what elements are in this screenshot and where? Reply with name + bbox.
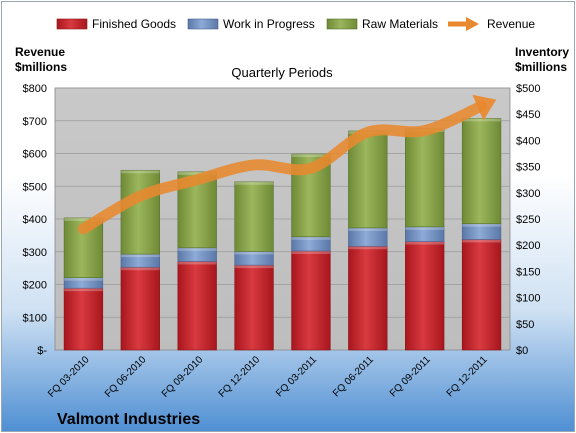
bar-cap — [405, 226, 445, 230]
bar-finished-goods — [120, 266, 160, 351]
bar-cap — [234, 251, 274, 255]
bar-raw-materials — [405, 128, 445, 228]
bar-cap — [64, 217, 103, 221]
bar-cap — [177, 247, 217, 251]
right-tick-label: $200 — [516, 240, 540, 252]
x-tick-label: FQ 06-2011 — [331, 354, 376, 399]
left-tick-label: $600 — [23, 149, 47, 161]
x-axis-ticks: FQ 03-2010 FQ 06-2010 FQ 09-2010 FQ 12-2010… — [46, 354, 490, 400]
right-tick-label: $250 — [516, 214, 540, 226]
revenue-line — [77, 100, 488, 235]
right-tick-label: $50 — [516, 319, 534, 331]
right-tick-label: $350 — [516, 162, 540, 174]
bar-cap — [462, 239, 501, 243]
bar-cap — [234, 265, 274, 269]
bar-cap — [291, 154, 331, 158]
right-axis-ticks: $0 $50 $100 $150 $200 $250 $300 $350 $400 $450 $50… — [516, 83, 540, 357]
bar-cap — [64, 288, 103, 292]
left-axis-ticks: $- $100 $200 $300 $400 $500 $600 $700 $800 — [23, 83, 48, 357]
right-tick-label: $150 — [516, 266, 540, 278]
bar-cap — [291, 250, 331, 254]
legend: Finished Goods Work in Progress Raw Mate… — [56, 17, 535, 31]
x-tick-label: FQ 12-2010 — [217, 354, 263, 400]
x-tick-label: FQ 03-2011 — [274, 354, 319, 399]
legend-label-finished-goods: Finished Goods — [92, 17, 176, 31]
bar-cap — [291, 236, 331, 240]
left-tick-label: $700 — [23, 116, 47, 128]
left-axis-title-line1: Revenue — [15, 45, 65, 59]
bar-cap — [64, 277, 103, 281]
x-tick-label: FQ 06-2010 — [103, 354, 149, 400]
bar-finished-goods — [63, 287, 104, 351]
bar-cap — [462, 223, 501, 227]
bar-cap — [120, 170, 160, 174]
legend-swatch-work-in-progress — [187, 18, 219, 30]
bar-finished-goods — [177, 261, 217, 351]
legend-label-revenue: Revenue — [487, 17, 535, 31]
bar-finished-goods — [461, 239, 502, 351]
left-tick-label: $300 — [23, 247, 47, 259]
left-tick-label: $400 — [23, 214, 47, 226]
legend-swatch-raw-materials — [326, 18, 358, 30]
revenue-series — [77, 94, 497, 235]
x-tick-label: FQ 09-2011 — [388, 354, 433, 399]
left-axis-title-line2: $millions — [15, 60, 67, 74]
legend-label-work-in-progress: Work in Progress — [223, 17, 315, 31]
bar-cap — [120, 267, 160, 271]
company-name: Valmont Industries — [57, 411, 200, 428]
bar-cap — [234, 181, 274, 185]
bar-cap — [177, 261, 217, 265]
legend-swatch-revenue — [448, 17, 479, 31]
bar-cap — [348, 246, 388, 250]
left-tick-label: $800 — [23, 83, 47, 95]
bar-finished-goods — [405, 241, 445, 351]
right-tick-label: $500 — [516, 83, 540, 95]
x-tick-label: FQ 09-2010 — [160, 354, 206, 400]
left-tick-label: $500 — [23, 181, 47, 193]
bar-finished-goods — [291, 250, 331, 351]
legend-label-raw-materials: Raw Materials — [362, 17, 438, 31]
x-tick-label: FQ 12-2011 — [445, 354, 490, 399]
right-tick-label: $0 — [516, 345, 528, 357]
bar-finished-goods — [348, 245, 388, 351]
right-axis-title-line2: $millions — [515, 60, 567, 74]
bar-raw-materials — [234, 181, 274, 252]
bar-raw-materials — [348, 130, 388, 229]
legend-swatch-finished-goods — [56, 18, 88, 30]
bar-cap — [120, 254, 160, 258]
bar-cap — [348, 227, 388, 231]
right-tick-label: $300 — [516, 188, 540, 200]
chart-title: Quarterly Periods — [231, 65, 333, 80]
right-tick-label: $450 — [516, 109, 540, 121]
right-tick-label: $100 — [516, 293, 540, 305]
left-tick-label: $- — [37, 345, 47, 357]
bars — [63, 118, 502, 351]
bar-raw-materials — [461, 118, 502, 225]
left-tick-label: $200 — [23, 280, 47, 292]
bar-cap — [405, 241, 445, 245]
left-tick-label: $100 — [23, 312, 47, 324]
bar-raw-materials — [120, 169, 160, 255]
bar-cap — [462, 118, 501, 122]
right-tick-label: $400 — [516, 135, 540, 147]
x-tick-label: FQ 03-2010 — [46, 354, 92, 400]
revenue-arrowhead — [472, 94, 497, 121]
bar-cap — [177, 171, 217, 175]
bar-finished-goods — [234, 264, 274, 351]
right-axis-title-line1: Inventory — [515, 45, 569, 59]
